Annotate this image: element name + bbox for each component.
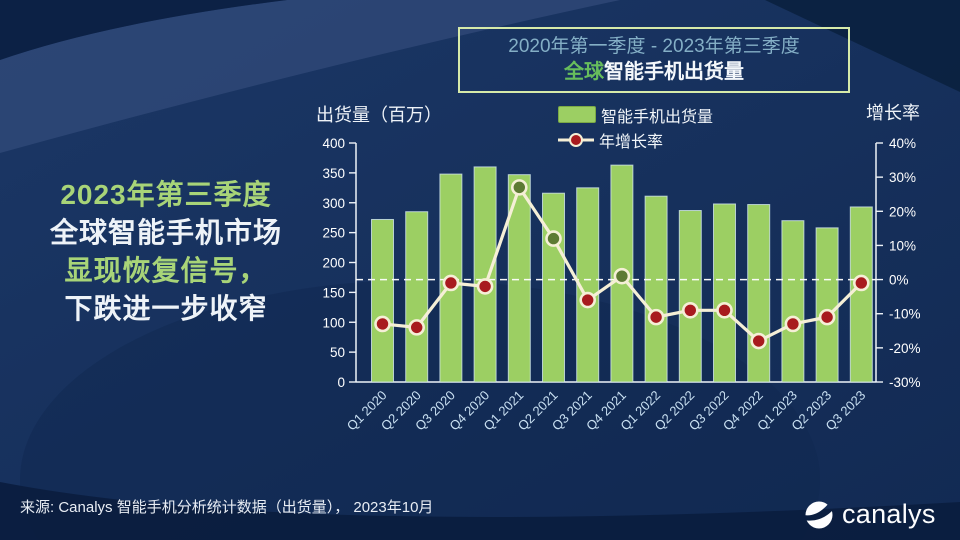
bar-swatch-icon — [558, 106, 596, 123]
headline-line-1: 2023年第三季度 — [60, 179, 272, 210]
source-note: 来源: Canalys 智能手机分析统计数据（出货量）， 2023年10月 — [20, 499, 434, 516]
canalys-wordmark: canalys — [842, 498, 936, 529]
right-axis-tick-label: 20% — [889, 204, 916, 219]
growth-dot-Q4-2020 — [476, 278, 494, 295]
right-axis-title: 增长率 — [866, 103, 920, 123]
bar-Q1-2021 — [507, 174, 531, 383]
legend-item-shipments: 智能手机出货量 — [558, 102, 713, 127]
line-marker-icon — [558, 132, 594, 147]
left-axis-tick-label: 350 — [322, 166, 345, 181]
growth-dot-Q1-2023 — [784, 315, 802, 333]
bar-Q1-2023 — [781, 220, 805, 383]
right-axis-tick-label: -10% — [889, 307, 921, 322]
right-axis-tick-label: 10% — [889, 238, 916, 253]
bar-Q3-2022 — [713, 203, 736, 383]
bar-Q2-2021 — [542, 192, 565, 383]
legend-bar-label: 智能手机出货量 — [601, 108, 714, 126]
legend-item-growth: 年增长率 — [558, 127, 713, 152]
left-axis-tick-label: 400 — [322, 136, 345, 151]
legend-line-label: 年增长率 — [599, 133, 664, 151]
growth-dot-Q3-2023 — [852, 274, 870, 292]
growth-dot-Q2-2020 — [408, 319, 425, 336]
legend: 智能手机出货量 年增长率 — [558, 102, 713, 152]
left-axis-tick-label: 250 — [322, 226, 345, 241]
right-axis-tick-label: 30% — [889, 170, 916, 185]
bar-Q4-2020 — [473, 166, 497, 383]
bar-Q2-2022 — [678, 210, 702, 383]
headline-line-4: 下跌进一步收窄 — [64, 293, 268, 324]
growth-dot-Q3-2020 — [442, 274, 460, 292]
right-axis-tick-label: 0% — [889, 273, 909, 288]
left-axis-title: 出货量（百万） — [316, 105, 442, 125]
growth-dot-Q3-2022 — [716, 302, 733, 319]
growth-dot-Q1-2020 — [374, 315, 391, 333]
growth-dot-Q2-2021 — [545, 230, 562, 247]
growth-dot-Q2-2023 — [818, 308, 836, 326]
headline: 2023年第三季度 全球智能手机市场 显现恢复信号， 下跌进一步收窄 — [12, 176, 320, 328]
growth-dot-Q1-2022 — [647, 308, 665, 326]
shipments-growth-chart: 0 50 100 150 200 250 300 350 400 -30% -20% -10% 0% 10… — [322, 136, 921, 433]
chart-period: 2020年第一季度 - 2023年第三季度 — [508, 36, 800, 57]
left-axis-tick-label: 100 — [322, 315, 345, 330]
growth-dot-Q2-2022 — [681, 302, 699, 319]
growth-dot-Q1-2021 — [511, 179, 528, 196]
growth-dot-Q4-2022 — [750, 332, 768, 350]
headline-line-3: 显现恢复信号， — [64, 255, 268, 286]
right-axis-tick-label: -30% — [889, 375, 921, 390]
canalys-logo: canalys — [802, 497, 936, 531]
chart-title-prefix: 全球 — [564, 61, 604, 83]
left-axis-tick-label: 150 — [322, 285, 345, 300]
chart-title-box: 2020年第一季度 - 2023年第三季度 全球智能手机出货量 — [458, 27, 850, 93]
bar-Q4-2022 — [747, 204, 771, 383]
growth-dot-Q3-2021 — [579, 291, 597, 309]
bar-Q2-2023 — [815, 227, 839, 383]
right-axis-tick-label: -20% — [889, 341, 921, 356]
growth-dot-Q4-2021 — [613, 267, 631, 285]
chart-title-main: 智能手机出货量 — [604, 61, 744, 83]
bar-Q2-2020 — [405, 211, 429, 383]
bar-Q3-2023 — [849, 206, 873, 383]
canalys-mark-icon — [805, 501, 833, 529]
bar-Q1-2022 — [644, 195, 668, 383]
chart-title: 全球智能手机出货量 — [564, 59, 744, 85]
left-axis-tick-label: 200 — [322, 256, 345, 271]
left-axis-tick-label: 0 — [337, 375, 345, 390]
left-axis-tick-label: 300 — [322, 196, 345, 211]
bar-Q3-2021 — [576, 187, 600, 383]
right-axis-tick-label: 40% — [889, 136, 916, 151]
headline-line-2: 全球智能手机市场 — [49, 217, 282, 248]
bar-Q1-2020 — [371, 218, 394, 383]
left-axis-tick-label: 50 — [330, 345, 345, 360]
